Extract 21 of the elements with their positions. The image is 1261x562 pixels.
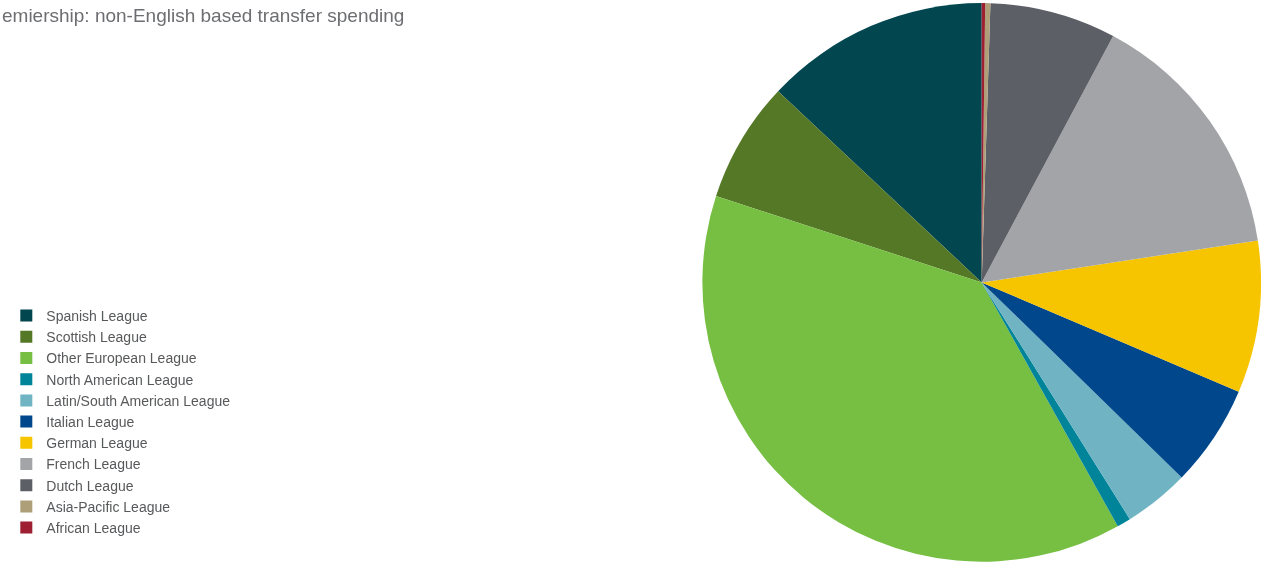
pie-slice <box>981 282 1130 527</box>
pie-slice <box>702 196 1118 562</box>
pie-slice <box>981 35 1258 283</box>
chart-title: emiership: non-English based transfer spending <box>2 5 405 26</box>
legend-label: Scottish League <box>46 329 147 346</box>
legend-label: Asia-Pacific League <box>46 498 171 515</box>
legend-label: Latin/South American League <box>46 392 231 409</box>
legend-label: German League <box>46 435 148 452</box>
pie-slice <box>981 282 1239 478</box>
pie-slice <box>981 3 1114 283</box>
legend-label: African League <box>46 520 141 537</box>
legend-label: Other European League <box>46 350 197 367</box>
pie-slice <box>778 3 982 283</box>
legend-label: Dutch League <box>46 477 134 494</box>
legend-label: Italian League <box>46 414 135 431</box>
pie-slice <box>981 240 1261 392</box>
legend-label: North American League <box>46 371 194 388</box>
legend-label: Spanish League <box>46 308 148 325</box>
legend-label: French League <box>46 456 141 473</box>
pie-slice <box>981 282 1182 520</box>
pie-slice <box>716 91 982 283</box>
